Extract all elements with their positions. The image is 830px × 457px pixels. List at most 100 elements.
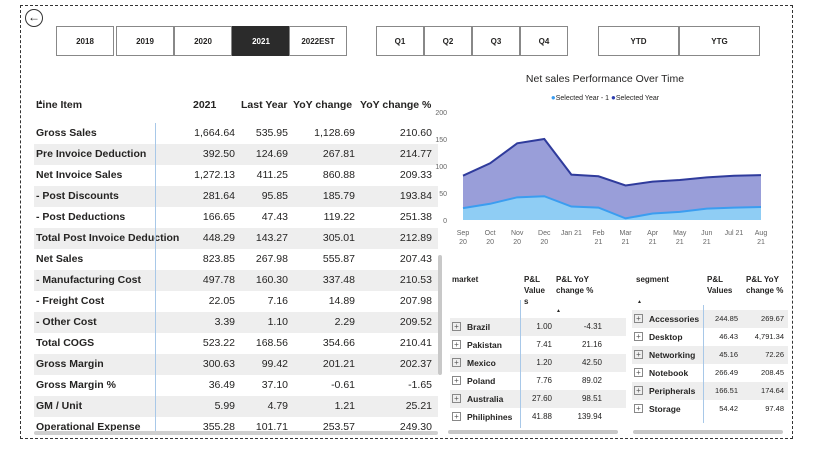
expand-icon[interactable]: + bbox=[634, 386, 643, 395]
cell-value: 212.89 bbox=[399, 232, 432, 244]
table-row[interactable]: Operational Expense 355.28 101.71 253.57 249… bbox=[34, 417, 438, 431]
column-header[interactable]: P&L bbox=[707, 275, 723, 284]
quarter-slicer-0[interactable]: Q1 bbox=[376, 26, 424, 56]
year-slicer-0[interactable]: 2018 bbox=[56, 26, 114, 56]
table-row[interactable]: Gross Margin 300.63 99.42 201.21 202.37 bbox=[34, 354, 438, 375]
header-yoy-change[interactable]: YoY change bbox=[293, 99, 353, 111]
legend-dot-current: ● bbox=[611, 93, 616, 102]
quarter-slicer-2[interactable]: Q3 bbox=[472, 26, 520, 56]
expand-icon[interactable]: + bbox=[634, 368, 643, 377]
period-slicer-0[interactable]: YTD bbox=[598, 26, 679, 56]
cell-value: 4.79 bbox=[267, 400, 288, 412]
year-slicer-1[interactable]: 2019 bbox=[116, 26, 174, 56]
table-row[interactable]: - Post Deductions 166.65 47.43 119.22 251.38 bbox=[34, 207, 438, 228]
table-row[interactable]: - Other Cost 3.39 1.10 2.29 209.52 bbox=[34, 312, 438, 333]
cell-value: 281.64 bbox=[202, 190, 235, 202]
table-row[interactable]: + Poland 7.76 89.02 bbox=[450, 372, 626, 390]
column-header[interactable]: market bbox=[452, 275, 479, 284]
column-header[interactable]: s bbox=[524, 297, 529, 306]
column-header[interactable]: Values bbox=[707, 286, 733, 295]
expand-icon[interactable]: + bbox=[634, 350, 643, 359]
expand-icon[interactable]: + bbox=[634, 404, 643, 413]
column-header[interactable]: change % bbox=[746, 286, 784, 295]
table-row[interactable]: Total COGS 523.22 168.56 354.66 210.41 bbox=[34, 333, 438, 354]
horizontal-scrollbar[interactable] bbox=[448, 430, 618, 434]
table-row[interactable]: Net Sales 823.85 267.98 555.87 207.43 bbox=[34, 249, 438, 270]
table-row[interactable]: - Manufacturing Cost 497.78 160.30 337.48 21… bbox=[34, 270, 438, 291]
table-row[interactable]: + Mexico 1.20 42.50 bbox=[450, 354, 626, 372]
quarter-slicer-3[interactable]: Q4 bbox=[520, 26, 568, 56]
table-row[interactable]: GM / Unit 5.99 4.79 1.21 25.21 bbox=[34, 396, 438, 417]
table-row[interactable]: + Networking 45.16 72.26 bbox=[632, 346, 788, 364]
expand-icon[interactable]: + bbox=[452, 340, 461, 349]
table-row[interactable]: + Pakistan 7.41 21.16 bbox=[450, 336, 626, 354]
y-tick-label: 100 bbox=[435, 164, 447, 171]
header-last-year[interactable]: Last Year bbox=[241, 99, 288, 111]
quarter-slicer-1[interactable]: Q2 bbox=[424, 26, 472, 56]
cell-value: 201.21 bbox=[322, 358, 355, 370]
cell-value: 37.10 bbox=[261, 379, 288, 391]
vertical-scrollbar[interactable] bbox=[438, 255, 442, 375]
line-item-label: Operational Expense bbox=[36, 421, 141, 431]
table-row[interactable]: + Peripherals 166.51 174.64 bbox=[632, 382, 788, 400]
legend-selected-year[interactable]: Selected Year bbox=[615, 95, 660, 102]
line-item-label: Gross Sales bbox=[36, 127, 97, 139]
expand-icon[interactable]: + bbox=[634, 314, 643, 323]
table-row[interactable]: + Accessories 244.85 269.67 bbox=[632, 310, 788, 328]
series-line-1[interactable] bbox=[462, 137, 762, 187]
table-row[interactable]: - Freight Cost 22.05 7.16 14.89 207.98 bbox=[34, 291, 438, 312]
table-row[interactable]: + Storage 54.42 97.48 bbox=[632, 400, 788, 418]
table-row[interactable]: + Desktop 46.43 4,791.34 bbox=[632, 328, 788, 346]
series-area-0[interactable] bbox=[463, 196, 761, 220]
cell-value: 54.42 bbox=[719, 404, 738, 413]
table-row[interactable]: Net Invoice Sales 1,272.13 411.25 860.88 209… bbox=[34, 165, 438, 186]
expand-icon[interactable]: + bbox=[452, 376, 461, 385]
column-header[interactable]: Value bbox=[524, 286, 545, 295]
table-row[interactable]: + Brazil 1.00 -4.31 bbox=[450, 318, 626, 336]
year-slicer-2[interactable]: 2020 bbox=[174, 26, 232, 56]
table-row[interactable]: Gross Sales 1,664.64 535.95 1,128.69 210.60 bbox=[34, 123, 438, 144]
sort-ascending-icon[interactable]: ▲ bbox=[556, 308, 561, 314]
cell-value: 269.67 bbox=[761, 314, 784, 323]
row-label: Mexico bbox=[467, 358, 496, 368]
cell-value: 98.51 bbox=[581, 394, 602, 403]
header-current-year[interactable]: 2021 bbox=[193, 99, 217, 111]
expand-icon[interactable]: + bbox=[634, 332, 643, 341]
column-header[interactable]: P&L bbox=[524, 275, 540, 284]
table-row[interactable]: Pre Invoice Deduction 392.50 124.69 267.81 2… bbox=[34, 144, 438, 165]
cell-value: 210.60 bbox=[399, 127, 432, 139]
expand-icon[interactable]: + bbox=[452, 394, 461, 403]
cell-value: 185.79 bbox=[322, 190, 355, 202]
year-slicer-4[interactable]: 2022EST bbox=[289, 26, 347, 56]
table-row[interactable]: + Philiphines 41.88 139.94 bbox=[450, 408, 626, 426]
table-row[interactable]: + Notebook 266.49 208.45 bbox=[632, 364, 788, 382]
period-slicer-1[interactable]: YTG bbox=[679, 26, 760, 56]
row-label: Storage bbox=[649, 404, 681, 414]
expand-icon[interactable]: + bbox=[452, 322, 461, 331]
column-header[interactable]: segment bbox=[636, 275, 669, 284]
horizontal-scrollbar[interactable] bbox=[633, 430, 783, 434]
x-tick-label: Oct bbox=[485, 230, 496, 237]
legend-prev-year[interactable]: Selected Year - 1 bbox=[555, 95, 610, 102]
table-row[interactable]: Gross Margin % 36.49 37.10 -0.61 -1.65 bbox=[34, 375, 438, 396]
table-row[interactable]: + Australia 27.60 98.51 bbox=[450, 390, 626, 408]
back-arrow-icon[interactable]: ← bbox=[25, 9, 43, 27]
column-header[interactable]: P&L YoY bbox=[746, 275, 779, 284]
table-row[interactable]: - Post Discounts 281.64 95.85 185.79 193.84 bbox=[34, 186, 438, 207]
sort-ascending-icon[interactable]: ▲ bbox=[37, 99, 44, 106]
column-header[interactable]: change % bbox=[556, 286, 594, 295]
cell-value: 1,664.64 bbox=[194, 127, 235, 139]
cell-value: 1,128.69 bbox=[314, 127, 355, 139]
series-line-0[interactable] bbox=[462, 195, 762, 220]
cell-value: 160.30 bbox=[255, 274, 288, 286]
header-yoy-change-pct[interactable]: YoY change % bbox=[360, 99, 432, 111]
expand-icon[interactable]: + bbox=[452, 412, 461, 421]
header-line-item[interactable]: Line Item bbox=[36, 99, 83, 111]
sort-ascending-icon[interactable]: ▲ bbox=[637, 299, 642, 305]
expand-icon[interactable]: + bbox=[452, 358, 461, 367]
table-row[interactable]: Total Post Invoice Deduction 448.29 143.27… bbox=[34, 228, 438, 249]
column-header[interactable]: P&L YoY bbox=[556, 275, 589, 284]
horizontal-scrollbar[interactable] bbox=[34, 431, 438, 435]
line-item-label: Gross Margin bbox=[36, 358, 104, 370]
